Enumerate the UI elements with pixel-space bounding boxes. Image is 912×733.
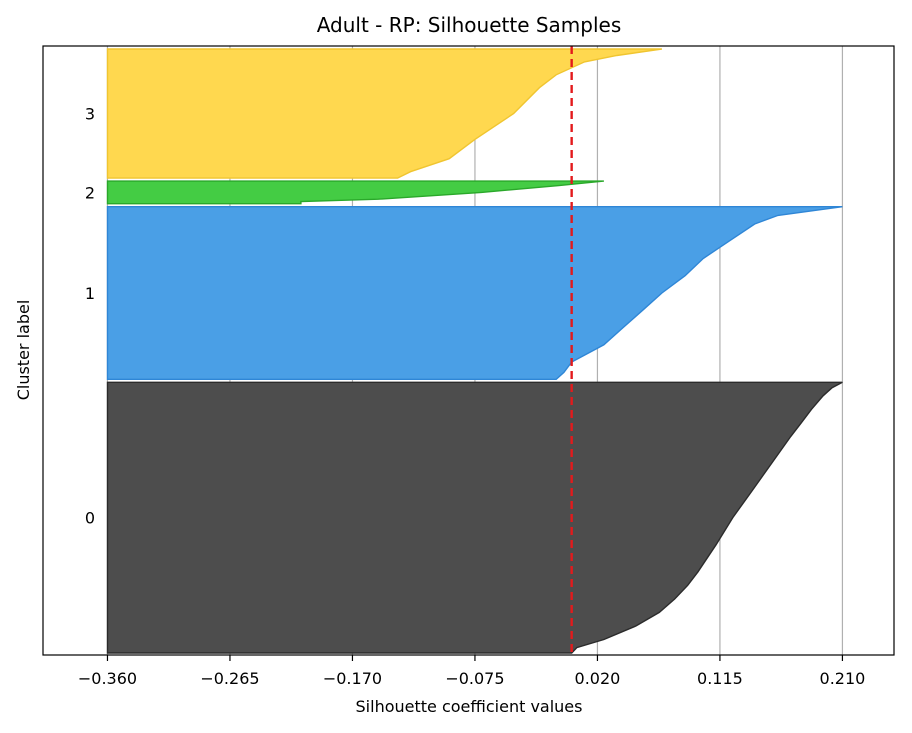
x-tick-label-4: 0.020 bbox=[575, 669, 621, 688]
x-tick-label-3: −0.075 bbox=[445, 669, 504, 688]
cluster-3-area bbox=[106, 48, 662, 179]
x-tick-label-1: −0.265 bbox=[200, 669, 259, 688]
x-tick-label-0: −0.360 bbox=[78, 669, 137, 688]
cluster-1-area bbox=[106, 206, 843, 380]
cluster-label-3: 3 bbox=[85, 105, 95, 124]
cluster-label-0: 0 bbox=[85, 509, 95, 528]
chart-title: Adult - RP: Silhouette Samples bbox=[317, 13, 622, 37]
x-axis-label: Silhouette coefficient values bbox=[356, 697, 583, 716]
x-tick-label-5: 0.115 bbox=[697, 669, 743, 688]
x-axis-ticks: −0.360 −0.265 −0.170 −0.075 0.020 0.115 0.210 bbox=[78, 655, 865, 688]
cluster-labels: 0 1 2 3 bbox=[85, 105, 95, 528]
cluster-label-1: 1 bbox=[85, 284, 95, 303]
y-axis-label: Cluster label bbox=[14, 300, 33, 401]
plot-frame bbox=[42, 45, 895, 656]
x-tick-label-6: 0.210 bbox=[820, 669, 866, 688]
cluster-areas bbox=[106, 48, 843, 654]
cluster-label-2: 2 bbox=[85, 183, 95, 202]
x-tick-label-2: −0.170 bbox=[323, 669, 382, 688]
cluster-2-area bbox=[106, 180, 604, 205]
cluster-0-area bbox=[106, 381, 843, 654]
